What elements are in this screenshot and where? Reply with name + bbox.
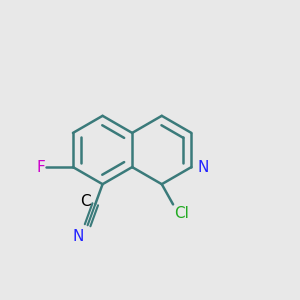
Text: F: F [36, 160, 45, 175]
Text: N: N [198, 160, 209, 175]
Text: N: N [73, 230, 84, 244]
Text: Cl: Cl [175, 206, 189, 221]
Text: C: C [80, 194, 91, 209]
